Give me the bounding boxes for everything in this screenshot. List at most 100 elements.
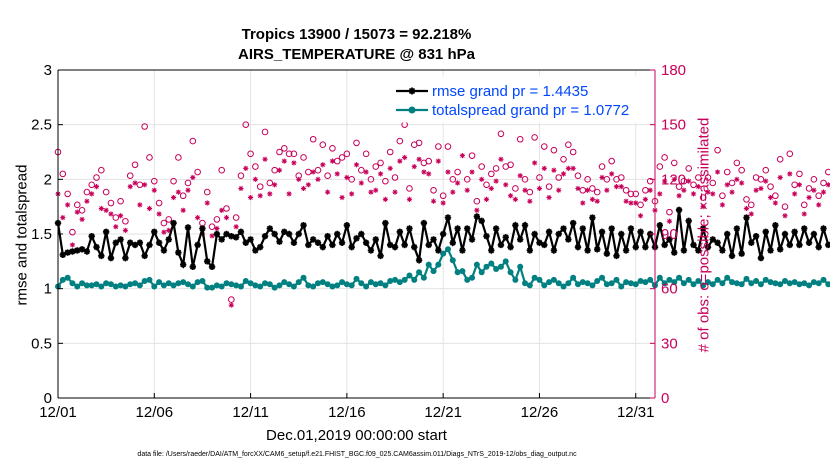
rmse-point bbox=[714, 239, 721, 246]
obs-assimilated-marker bbox=[628, 200, 634, 206]
totalspread-point bbox=[700, 282, 707, 289]
obs-assimilated-marker bbox=[507, 193, 514, 199]
obs-assimilated-marker bbox=[204, 200, 210, 206]
obs-assimilated-marker bbox=[175, 189, 181, 195]
obs-assimilated-marker bbox=[662, 178, 668, 184]
rmse-point bbox=[127, 239, 134, 246]
totalspread-point bbox=[488, 260, 495, 267]
rmse-point bbox=[420, 219, 428, 227]
totalspread-point bbox=[546, 279, 553, 286]
obs-assimilated-marker bbox=[772, 200, 778, 206]
rmse-point bbox=[488, 247, 495, 254]
obs-assimilated-marker bbox=[156, 211, 162, 217]
rmse-point bbox=[247, 236, 254, 243]
legend-label-rmse: rmse grand pr = 1.4435 bbox=[432, 83, 588, 100]
totalspread-point bbox=[233, 282, 240, 289]
obs-possible-marker bbox=[603, 176, 611, 183]
obs-possible-marker bbox=[333, 157, 341, 165]
obs-possible-marker bbox=[439, 192, 447, 200]
rmse-point bbox=[454, 225, 461, 232]
obs-assimilated-marker bbox=[166, 227, 172, 233]
rmse-point bbox=[622, 247, 630, 254]
y-tick-label-right: 0 bbox=[661, 390, 669, 407]
totalspread-point bbox=[93, 281, 100, 288]
totalspread-point bbox=[743, 275, 750, 282]
totalspread-point bbox=[642, 279, 649, 286]
totalspread-point bbox=[623, 279, 630, 286]
obs-assimilated-marker bbox=[599, 174, 605, 181]
totalspread-point bbox=[300, 274, 307, 281]
obs-possible-marker bbox=[141, 123, 148, 130]
obs-possible-marker bbox=[78, 207, 86, 214]
obs-possible-marker bbox=[377, 159, 384, 167]
rmse-point bbox=[704, 243, 712, 251]
rmse-point bbox=[377, 252, 384, 260]
totalspread-point bbox=[170, 282, 177, 289]
obs-possible-marker bbox=[805, 185, 813, 192]
x-tick-label: 12/01 bbox=[39, 404, 77, 421]
totalspread-point bbox=[459, 268, 466, 275]
obs-possible-marker bbox=[627, 190, 635, 198]
rmse-point bbox=[102, 228, 110, 236]
obs-possible-marker bbox=[391, 174, 399, 181]
totalspread-point bbox=[286, 281, 293, 288]
totalspread-point bbox=[184, 281, 191, 288]
obs-possible-marker bbox=[228, 296, 235, 303]
totalspread-point bbox=[526, 282, 533, 289]
obs-possible-marker bbox=[661, 154, 668, 161]
totalspread-point bbox=[772, 280, 779, 287]
obs-possible-marker bbox=[772, 192, 779, 200]
totalspread-point bbox=[661, 280, 668, 287]
totalspread-point bbox=[141, 278, 148, 285]
obs-possible-marker bbox=[83, 188, 91, 196]
rmse-point bbox=[98, 252, 105, 260]
obs-possible-marker bbox=[242, 121, 250, 128]
obs-assimilated-marker bbox=[209, 233, 215, 239]
obs-assimilated-marker bbox=[589, 196, 596, 202]
obs-possible-marker bbox=[695, 174, 702, 181]
obs-assimilated-marker bbox=[565, 165, 571, 171]
obs-assimilated-marker bbox=[729, 189, 735, 195]
totalspread-point bbox=[213, 282, 220, 289]
rmse-point bbox=[175, 249, 182, 256]
obs-assimilated-marker bbox=[103, 207, 109, 213]
totalspread-point bbox=[796, 281, 803, 288]
obs-assimilated-marker bbox=[243, 165, 249, 171]
obs-assimilated-marker bbox=[532, 160, 538, 166]
rmse-point bbox=[184, 224, 192, 231]
obs-possible-marker bbox=[64, 190, 71, 198]
obs-assimilated-marker bbox=[387, 165, 393, 171]
totalspread-point bbox=[98, 283, 105, 290]
totalspread-point bbox=[132, 280, 139, 287]
rmse-point bbox=[242, 239, 249, 246]
rmse-point bbox=[675, 206, 683, 214]
rmse-point bbox=[560, 225, 567, 232]
totalspread-point bbox=[738, 281, 745, 288]
totalspread-point bbox=[440, 250, 447, 257]
obs-assimilated-marker bbox=[132, 180, 138, 186]
obs-assimilated-marker bbox=[247, 194, 254, 201]
totalspread-point bbox=[79, 280, 86, 287]
totalspread-point bbox=[204, 284, 211, 291]
obs-assimilated-marker bbox=[382, 196, 388, 202]
totalspread-point bbox=[704, 279, 711, 286]
obs-possible-marker bbox=[271, 166, 278, 174]
totalspread-point bbox=[367, 279, 374, 286]
totalspread-point bbox=[680, 280, 687, 287]
obs-possible-marker bbox=[382, 177, 389, 185]
rmse-point bbox=[555, 230, 562, 238]
obs-possible-marker bbox=[309, 135, 317, 143]
obs-possible-marker bbox=[617, 174, 625, 181]
obs-possible-marker bbox=[521, 176, 529, 183]
obs-assimilated-marker bbox=[435, 158, 441, 164]
obs-possible-marker bbox=[800, 201, 808, 209]
rmse-point bbox=[695, 247, 702, 254]
totalspread-point bbox=[753, 278, 760, 285]
totalspread-point bbox=[820, 276, 827, 283]
obs-assimilated-marker bbox=[575, 185, 581, 192]
rmse-point bbox=[348, 243, 355, 251]
obs-possible-marker bbox=[160, 219, 168, 227]
totalspread-point bbox=[69, 280, 76, 287]
rmse-point bbox=[594, 246, 601, 253]
obs-possible-marker bbox=[406, 185, 413, 192]
